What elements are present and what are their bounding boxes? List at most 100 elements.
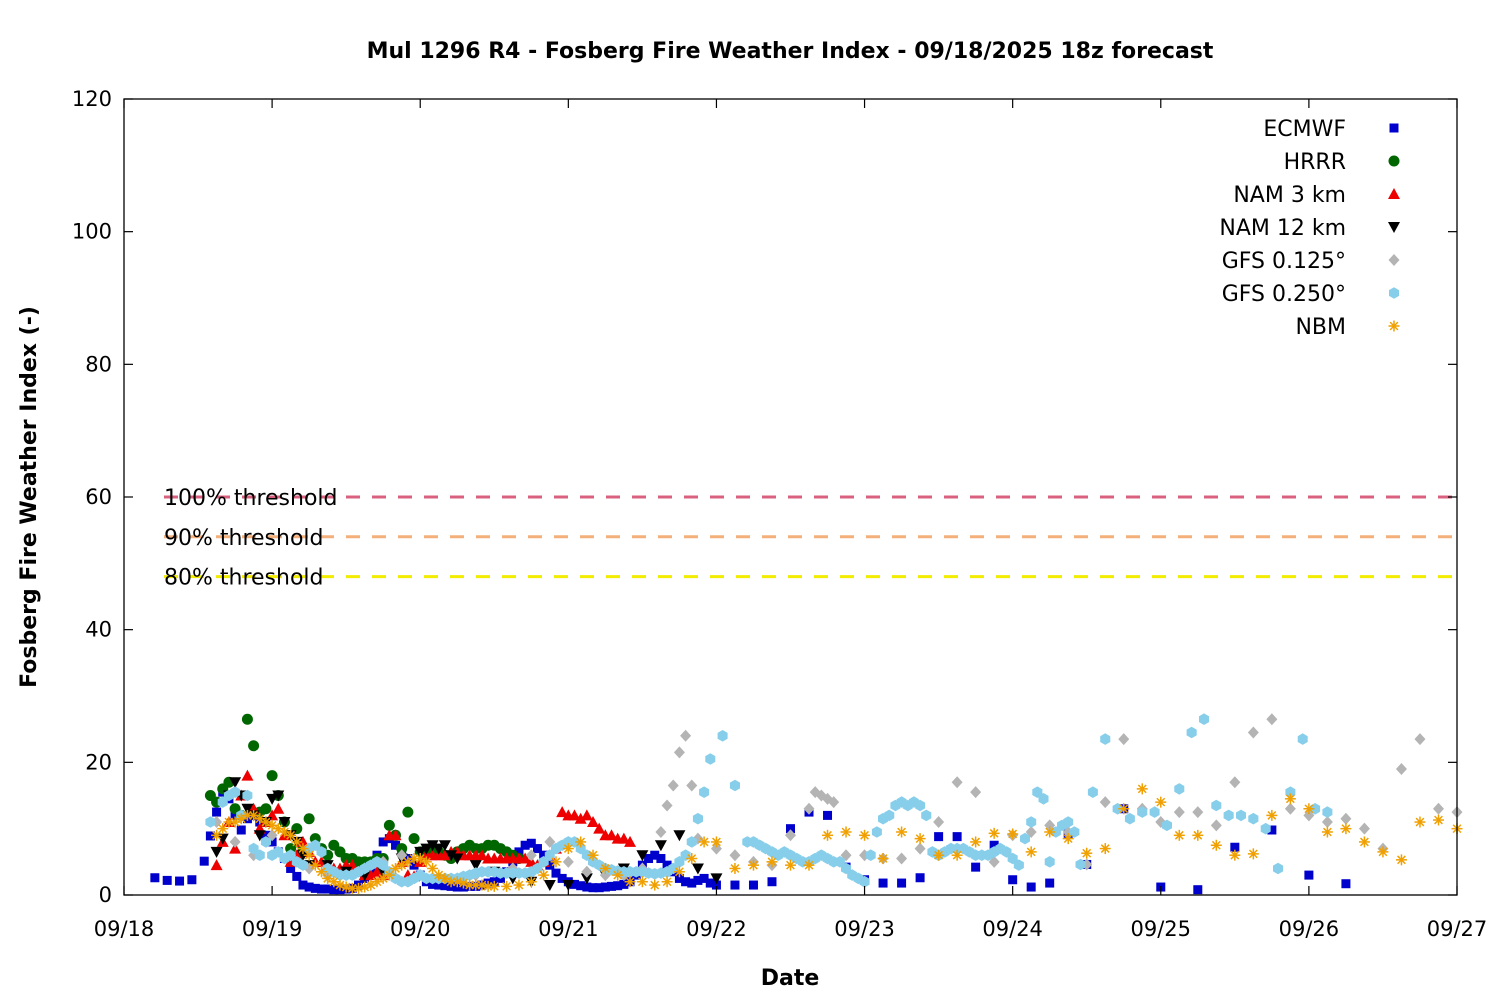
legend-label-gfs-0-250: GFS 0.250° [1222,282,1346,307]
data-point [539,850,549,860]
x-tick-label: 09/22 [686,917,747,941]
x-tick-label: 09/21 [538,917,599,941]
data-point [841,862,852,875]
data-point [593,822,606,834]
data-point [272,790,285,802]
data-point [1045,878,1055,888]
data-point [1304,870,1314,880]
data-point [1025,846,1037,858]
data-point [915,799,926,812]
data-point [803,859,815,871]
data-point [1297,733,1308,745]
data-point [1007,852,1018,865]
data-point [730,880,740,890]
data-point [438,840,451,852]
data-point [248,842,259,855]
data-point [475,849,488,861]
data-point [371,865,384,877]
data-point [426,840,439,852]
data-point [1044,856,1055,868]
data-point [254,849,265,861]
data-point [550,856,562,868]
data-point [1285,786,1296,798]
data-point [1321,826,1333,838]
data-point [599,862,611,874]
data-point [951,776,963,789]
data-point [310,883,320,893]
data-point [587,816,600,828]
legend: ECMWF HRRR NAM 3 km NAM 12 km GFS 0.125° GFS … [1219,117,1400,340]
data-point [162,875,172,885]
data-point [396,843,408,855]
data-point [353,882,365,894]
data-point [1340,823,1352,835]
data-point [1230,842,1240,852]
data-point [705,753,716,765]
data-point [297,859,308,871]
data-point [1341,879,1351,889]
data-point [1247,726,1259,739]
data-point [1192,806,1204,819]
data-point [705,878,715,888]
data-point [687,878,697,888]
data-point [1020,832,1030,845]
data-point [205,831,215,841]
data-point [545,860,555,870]
data-point [298,880,308,890]
legend-label-nam-3-km: NAM 3 km [1233,183,1346,208]
data-point [970,836,982,848]
data-point [971,862,981,872]
data-point [767,877,777,887]
data-point [409,860,419,870]
data-point [488,880,500,892]
data-point [661,799,673,812]
data-point [823,810,833,820]
data-point [216,833,229,845]
data-point [661,876,673,888]
data-point [1001,846,1012,858]
data-point [710,836,722,848]
data-point [260,836,271,848]
data-point [699,786,710,798]
data-point [414,846,427,858]
data-point [686,779,698,792]
data-point [260,803,272,815]
data-point [1210,819,1222,832]
data-point [613,881,623,891]
data-point [692,812,703,825]
data-point [1062,833,1074,845]
data-point [656,854,666,864]
data-point [673,866,685,878]
data-point [1229,849,1241,861]
data-point [520,840,530,850]
data-point [229,835,241,848]
data-point [1173,829,1185,841]
data-point [297,843,309,855]
data-point [1432,814,1444,826]
data-point [304,882,314,892]
threshold-lines [164,495,1457,579]
data-point [457,877,469,889]
data-point [1223,809,1234,822]
data-point [1087,786,1098,798]
data-point [729,849,741,862]
data-point [273,846,284,858]
data-point [674,856,685,868]
data-point [680,729,692,742]
data-point [1377,846,1389,858]
data-point [1013,859,1024,871]
data-point [667,779,679,792]
data-point [785,859,796,871]
data-point [915,873,925,883]
data-point [1395,762,1407,775]
data-point [1266,809,1278,821]
threshold-label: 100% threshold [164,486,338,511]
axes: 0 20 40 60 80 100 120 09/18 09/19 09/20 09/21 09/22… [72,87,1487,941]
data-point [570,879,580,889]
data-point [1173,806,1185,819]
data-point [445,850,458,862]
data-point [1099,796,1111,809]
data-point [1008,875,1018,885]
data-point [1211,799,1222,812]
data-point [717,730,728,742]
